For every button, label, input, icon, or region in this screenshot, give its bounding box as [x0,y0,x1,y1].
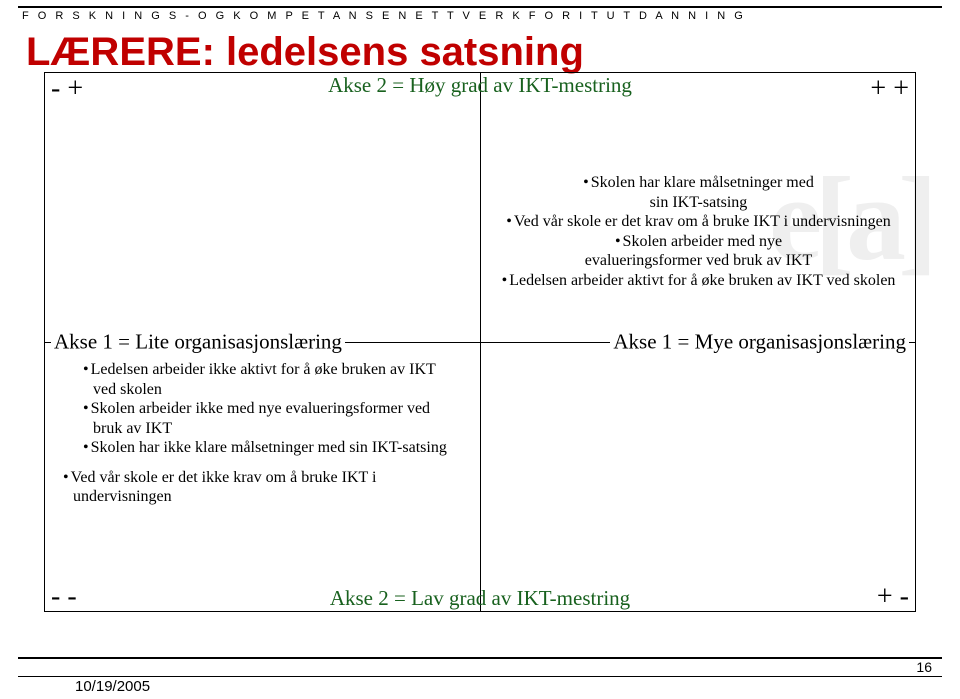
quadrant-top-right: Skolen har klare målsetninger medsin IKT… [480,73,915,342]
top-right-line: Ledelsen arbeider aktivt for å øke bruke… [492,271,905,291]
bottom-left-bullets: Ledelsen arbeider ikke aktivt for å øke … [65,360,455,507]
corner-label-bottom-right: + - [877,581,909,613]
footer-rule-thin [18,676,942,677]
top-right-line: Ved vår skole er det krav om å bruke IKT… [492,212,905,232]
corner-label-top-left: - + [51,73,83,105]
quadrant-bottom-left: Ledelsen arbeider ikke aktivt for å øke … [45,342,480,611]
bottom-left-line: Ved vår skole er det ikke krav om å bruk… [65,468,455,507]
footer-date: 10/19/2005 [75,678,150,695]
bottom-left-line: Ledelsen arbeider ikke aktivt for å øke … [65,360,455,399]
top-right-line: Skolen arbeider med nye [492,232,905,252]
top-right-line: Skolen har klare målsetninger med [492,173,905,193]
page-number: 16 [916,659,932,675]
header-rule [18,6,942,8]
page-title: LÆRERE: ledelsens satsning [26,30,584,75]
header-text: F O R S K N I N G S - O G K O M P E T A … [22,10,746,22]
top-right-line: sin IKT-satsing [492,193,905,213]
quadrant-frame: - + + + - - + - Akse 2 = Høy grad av IKT… [44,72,916,612]
top-right-line: evalueringsformer ved bruk av IKT [492,251,905,271]
bottom-left-line: Skolen har ikke klare målsetninger med s… [65,438,455,458]
bottom-left-line: Skolen arbeider ikke med nye evaluerings… [65,399,455,438]
footer-rule-thick [18,657,942,659]
top-right-bullets: Skolen har klare målsetninger medsin IKT… [492,173,905,290]
